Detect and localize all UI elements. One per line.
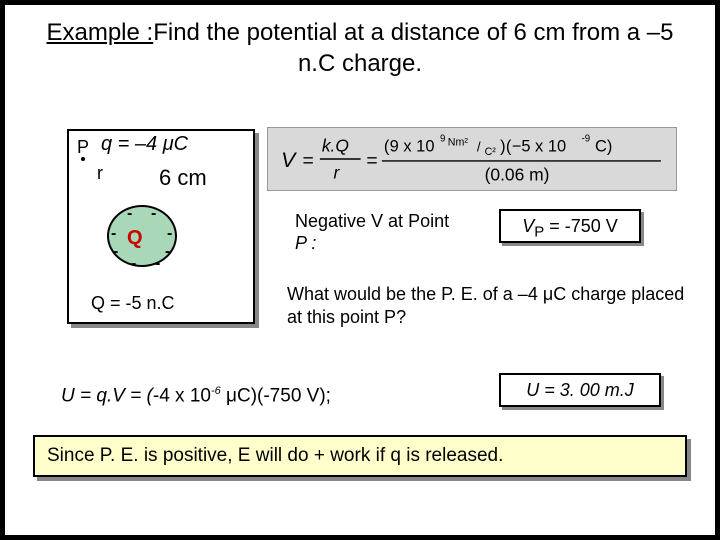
negative-v-text: Negative V at Point P :	[295, 211, 449, 254]
eq-slash: /	[477, 139, 481, 154]
eq-cparen: C)	[595, 137, 612, 155]
minus-icon: -	[111, 225, 116, 243]
u-val: -4 x 10	[153, 385, 211, 406]
q-caption: Q = -5 n.C	[91, 293, 175, 314]
u-pre: U = q.V = (	[61, 385, 153, 406]
title-rest: Find the potential at a distance of 6 cm…	[153, 19, 673, 77]
q-equation: q = –4 μC	[101, 133, 188, 156]
u-calculation: U = q.V = (-4 x 10-6 μC)(-750 V);	[61, 385, 331, 407]
equation-box: V = k.Q r = ( 9 x 10 9 Nm² / C² ) ( −5 x…	[267, 127, 677, 191]
pe-question: What would be the P. E. of a –4 μC charg…	[287, 283, 687, 328]
equation-svg: V = k.Q r = ( 9 x 10 9 Nm² / C² ) ( −5 x…	[268, 128, 676, 190]
minus-icon: -	[127, 205, 132, 223]
eq-close1: )	[500, 137, 505, 155]
eq-V: V	[281, 148, 297, 172]
title: Example :Find the potential at a distanc…	[5, 5, 715, 83]
u-unit: μC)(-750 V);	[221, 385, 331, 406]
eq-kQ: k.Q	[322, 135, 349, 155]
minus-icon: -	[113, 243, 118, 261]
eq-eq2: =	[366, 150, 377, 172]
diagram-box: P q = –4 μC r 6 cm - - - - - - - - Q Q =…	[67, 129, 255, 324]
minus-icon: -	[165, 243, 170, 261]
r-label: r	[97, 163, 103, 184]
eq-denom: (0.06 m)	[485, 164, 550, 184]
eq-neg5: −5 x 10	[512, 137, 566, 155]
vp-rest: = -750 V	[544, 216, 618, 236]
minus-icon: -	[167, 225, 172, 243]
distance-label: 6 cm	[159, 165, 207, 191]
title-prefix: Example :	[46, 19, 153, 46]
neg-v-l2: P :	[295, 233, 316, 253]
minus-icon: -	[131, 255, 136, 273]
u-result-box: U = 3. 00 m.J	[499, 373, 661, 407]
minus-icon: -	[151, 205, 156, 223]
p-label: P	[77, 137, 89, 158]
p-dot	[81, 157, 85, 161]
conclusion-box: Since P. E. is positive, E will do + wor…	[33, 435, 687, 477]
q-center: Q	[127, 227, 143, 250]
eq-nm2: Nm²	[448, 136, 469, 148]
neg-v-l1: Negative V at Point	[295, 211, 449, 231]
eq-eq1: =	[302, 150, 313, 172]
vp-v: V	[522, 216, 534, 236]
vp-sub: P	[534, 224, 544, 241]
vp-result-box: VP = -750 V	[499, 209, 641, 243]
eq-9: 9 x 10	[390, 137, 435, 155]
u-sup: -6	[211, 385, 221, 397]
eq-neg9: -9	[581, 134, 590, 145]
eq-9sup: 9	[440, 134, 445, 145]
eq-c2: C²	[485, 146, 497, 158]
slide: Example :Find the potential at a distanc…	[5, 5, 715, 535]
minus-icon: -	[155, 255, 160, 273]
eq-r: r	[333, 162, 340, 182]
